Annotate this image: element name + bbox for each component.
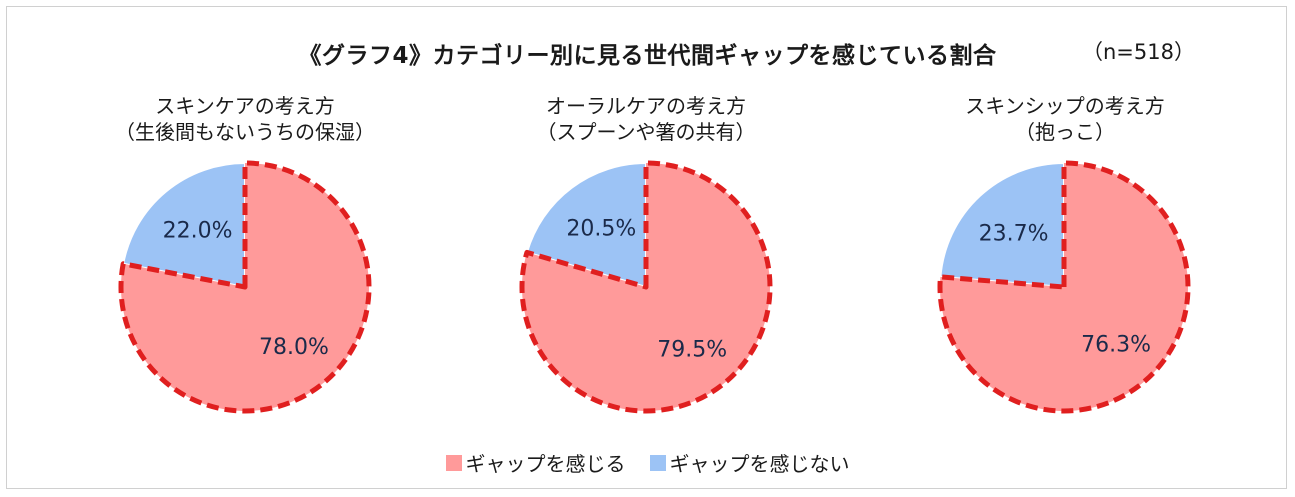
legend: ギャップを感じる ギャップを感じない: [0, 448, 1295, 477]
pie-1-title: スキンケアの考え方 （生後間もないうちの保湿）: [85, 93, 405, 145]
pie-3-label-gap: 76.3%: [1081, 333, 1151, 358]
pie-1-slice-gap: [118, 160, 372, 414]
pie-2-slice-gap: [519, 160, 773, 414]
chart-main-title: 《グラフ4》カテゴリー別に見る世代間ギャップを感じている割合: [298, 43, 997, 69]
legend-label-nogap: ギャップを感じない: [669, 452, 850, 476]
pie-3-slice-nogap: [939, 161, 1065, 289]
pie-3-title-line2: （抱っこ）: [1015, 120, 1115, 144]
chart-frame: [6, 6, 1287, 489]
pie-2-label-gap: 79.5%: [657, 337, 727, 362]
pie-1-slice-nogap: [122, 161, 246, 289]
pie-1-label-nogap: 22.0%: [163, 219, 233, 244]
legend-item-gap: ギャップを感じる: [445, 448, 626, 477]
pie-3-label-nogap: 23.7%: [979, 221, 1049, 246]
pie-2-title-line2: （スプーンや箸の共有）: [536, 120, 756, 144]
pie-1-title-line2: （生後間もないうちの保湿）: [115, 120, 375, 144]
sample-size-label: （n=518）: [1082, 40, 1195, 64]
pie-3-title-line1: スキンシップの考え方: [965, 94, 1165, 118]
pie-2-slice-nogap: [525, 161, 647, 289]
legend-swatch-gap: [445, 454, 462, 471]
pie-2-title: オーラルケアの考え方 （スプーンや箸の共有）: [486, 93, 806, 145]
pie-2-title-line1: オーラルケアの考え方: [546, 94, 746, 118]
legend-swatch-nogap: [649, 454, 666, 471]
pie-2-label-nogap: 20.5%: [566, 217, 636, 242]
legend-item-nogap: ギャップを感じない: [649, 448, 850, 477]
pie-1-title-line1: スキンケアの考え方: [155, 94, 335, 118]
pie-3-title: スキンシップの考え方 （抱っこ）: [905, 93, 1225, 145]
pie-1-label-gap: 78.0%: [259, 335, 329, 360]
legend-label-gap: ギャップを感じる: [465, 452, 626, 476]
pie-3-slice-gap: [937, 160, 1191, 414]
